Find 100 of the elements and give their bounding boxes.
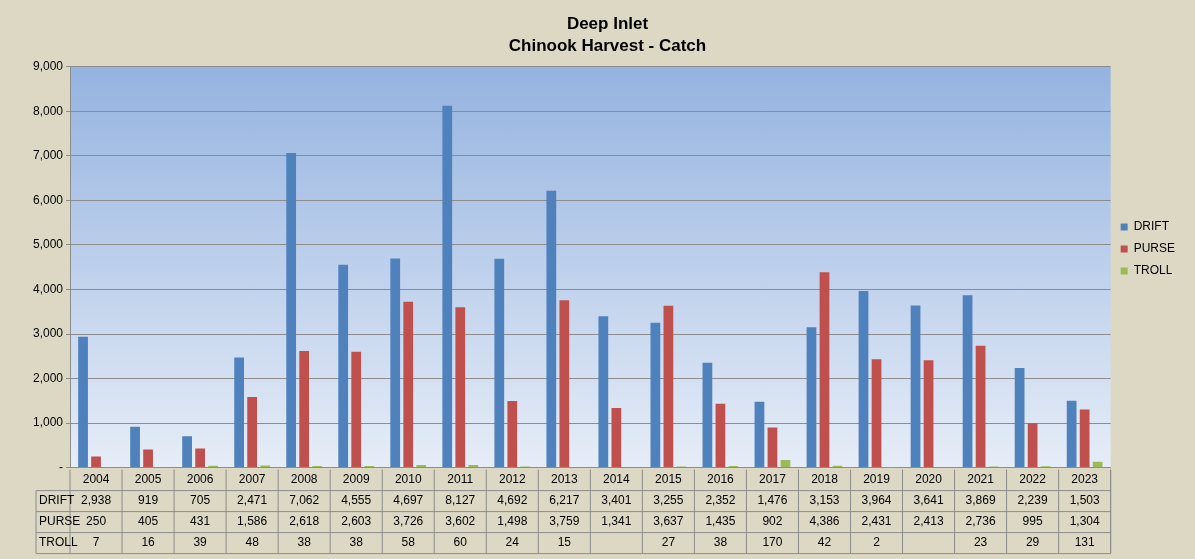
bar: [182, 436, 192, 468]
y-tick-label: 9,000: [33, 59, 64, 74]
text: PURSE: [39, 514, 81, 529]
y-tick-label: 4,000: [33, 281, 64, 296]
data-label: 23: [973, 535, 988, 550]
data-label: 405: [138, 514, 159, 529]
bar: [559, 300, 570, 468]
data-label: 16: [141, 535, 156, 550]
data-label: 3,401: [601, 493, 632, 508]
y-tick-label: 1,000: [33, 415, 64, 430]
data-label: 3,726: [393, 514, 424, 529]
text: TROLL: [39, 535, 78, 550]
bar: [819, 272, 830, 468]
x-tick-label: 2009: [342, 472, 370, 487]
data-label: 39: [193, 535, 208, 550]
bar: [507, 400, 518, 468]
data-label: 38: [349, 535, 364, 550]
data-label: 4,697: [393, 493, 424, 508]
bar: [910, 305, 921, 468]
bar: [871, 359, 882, 468]
x-tick-label: 2006: [186, 472, 214, 487]
bar: [1092, 461, 1103, 468]
bar: [455, 307, 466, 468]
data-label: 2,413: [913, 514, 944, 529]
x-tick-label: 2019: [863, 472, 891, 487]
data-label: 2: [873, 535, 881, 550]
x-tick-label: 2014: [603, 472, 631, 487]
bar: [598, 316, 609, 468]
data-label: 4,386: [809, 514, 840, 529]
data-label: 3,637: [653, 514, 684, 529]
data-label: 15: [557, 535, 572, 550]
data-label: 42: [817, 535, 832, 550]
x-tick-label: 2016: [707, 472, 735, 487]
bar: [1027, 423, 1038, 468]
x-tick-label: 2017: [759, 472, 787, 487]
y-tick-label: 8,000: [33, 103, 64, 118]
x-tick-label: 2018: [811, 472, 839, 487]
data-label: 48: [245, 535, 260, 550]
data-label: 250: [86, 514, 107, 529]
data-label: 2,471: [237, 493, 268, 508]
bar: [78, 336, 88, 468]
data-label: 3,964: [861, 493, 892, 508]
data-label: 8,127: [445, 493, 476, 508]
bar: [286, 153, 297, 468]
x-tick-label: 2004: [82, 472, 110, 487]
data-label: 2,239: [1017, 493, 1048, 508]
data-label: 27: [661, 535, 676, 550]
bar: [403, 301, 414, 468]
bar: [91, 456, 101, 468]
data-label: 7: [92, 535, 100, 550]
bar: [195, 448, 205, 468]
bar: [806, 327, 817, 468]
x-tick-label: 2007: [238, 472, 266, 487]
legend-label: DRIFT: [1133, 219, 1170, 234]
data-label: 38: [713, 535, 728, 550]
data-label: 2,603: [341, 514, 372, 529]
bar: [962, 295, 973, 468]
data-label: 2,352: [705, 493, 736, 508]
data-label: 2,618: [289, 514, 320, 529]
bar: [754, 401, 765, 468]
bar: [338, 264, 349, 468]
x-tick-label: 2012: [498, 472, 526, 487]
bar: [780, 460, 791, 468]
data-label: 995: [1022, 514, 1043, 529]
bar: [416, 465, 427, 468]
data-label: 1,498: [497, 514, 528, 529]
x-tick-label: 2005: [134, 472, 162, 487]
y-tick-label: 5,000: [33, 237, 64, 252]
bar: [247, 396, 258, 468]
bar: [299, 351, 310, 468]
bar: [975, 345, 986, 468]
data-label: 2,431: [861, 514, 892, 529]
x-tick-label: 2022: [1019, 472, 1047, 487]
x-tick-label: 2011: [447, 472, 474, 487]
bar: [1014, 367, 1025, 468]
chart-subtitle: Chinook Harvest - Catch: [508, 36, 707, 56]
x-tick-label: 2013: [550, 472, 578, 487]
y-tick-label: 6,000: [33, 192, 64, 207]
legend-label: TROLL: [1133, 263, 1173, 278]
bar: [130, 426, 140, 468]
data-label: 1,435: [705, 514, 736, 529]
data-label: 4,692: [497, 493, 528, 508]
data-label: 2,736: [965, 514, 996, 529]
bar: [468, 464, 479, 468]
bar: [715, 403, 726, 468]
bar: [143, 449, 153, 468]
y-tick-label: -: [59, 459, 64, 474]
data-label: 170: [762, 535, 783, 550]
data-label: 3,255: [653, 493, 684, 508]
data-label: 4,555: [341, 493, 372, 508]
bar: [494, 258, 505, 468]
data-label: 38: [297, 535, 312, 550]
text: DRIFT: [39, 493, 75, 508]
bar: [1066, 400, 1077, 468]
data-label: 24: [505, 535, 520, 550]
bar: [923, 360, 934, 468]
data-label: 1,341: [601, 514, 632, 529]
data-label: 902: [762, 514, 783, 529]
chart-title: Deep Inlet: [566, 13, 649, 33]
y-tick-label: 7,000: [33, 148, 64, 163]
